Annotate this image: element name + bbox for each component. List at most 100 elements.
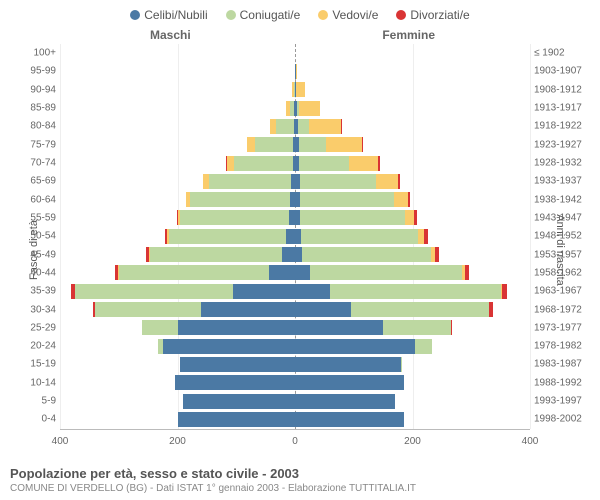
legend-swatch <box>396 10 406 20</box>
bar-segment <box>183 394 295 409</box>
bar-segment <box>408 192 410 207</box>
female-bar <box>295 192 530 207</box>
age-row: 55-591943-1947 <box>60 209 530 227</box>
bar-segment <box>169 229 287 244</box>
bar-segment <box>300 174 376 189</box>
bar-segment <box>142 320 177 335</box>
male-bar <box>60 46 295 61</box>
age-label: 85-89 <box>18 103 56 114</box>
bar-segment <box>302 247 431 262</box>
bar-segment <box>119 265 269 280</box>
age-label: 25-29 <box>18 322 56 333</box>
age-row: 65-691933-1937 <box>60 172 530 190</box>
male-bar <box>60 357 295 372</box>
legend-swatch <box>318 10 328 20</box>
age-row: 95-991903-1907 <box>60 62 530 80</box>
age-row: 35-391963-1967 <box>60 282 530 300</box>
bar-segment <box>349 156 378 171</box>
x-tick: 400 <box>522 436 539 447</box>
age-label: 65-69 <box>18 176 56 187</box>
bar-segment <box>465 265 470 280</box>
age-row: 0-41998-2002 <box>60 410 530 428</box>
age-label: 80-84 <box>18 121 56 132</box>
male-bar <box>60 229 295 244</box>
age-label: 50-54 <box>18 231 56 242</box>
legend-item: Celibi/Nubili <box>130 8 207 22</box>
female-bar <box>295 247 530 262</box>
age-label: 100+ <box>18 48 56 59</box>
male-bar <box>60 137 295 152</box>
age-row: 30-341968-1972 <box>60 300 530 318</box>
female-bar <box>295 284 530 299</box>
bar-segment <box>95 302 201 317</box>
bar-segment <box>424 229 428 244</box>
bar-segment <box>295 412 404 427</box>
birth-year-label: 1973-1977 <box>534 322 592 333</box>
age-row: 85-891913-1917 <box>60 99 530 117</box>
birth-year-label: 1978-1982 <box>534 341 592 352</box>
male-bar <box>60 339 295 354</box>
chart-subtitle: COMUNE DI VERDELLO (BG) - Dati ISTAT 1° … <box>10 483 590 494</box>
male-bar <box>60 174 295 189</box>
male-bar <box>60 394 295 409</box>
birth-year-label: 1988-1992 <box>534 377 592 388</box>
legend: Celibi/Nubili Coniugati/e Vedovi/e Divor… <box>0 0 600 28</box>
female-bar <box>295 394 530 409</box>
male-bar <box>60 247 295 262</box>
age-label: 75-79 <box>18 139 56 150</box>
bar-segment <box>295 357 401 372</box>
age-row: 100+≤ 1902 <box>60 44 530 62</box>
age-row: 25-291973-1977 <box>60 319 530 337</box>
age-label: 90-94 <box>18 84 56 95</box>
age-label: 70-74 <box>18 158 56 169</box>
birth-year-label: 1948-1952 <box>534 231 592 242</box>
male-bar <box>60 82 295 97</box>
male-label: Maschi <box>150 28 191 42</box>
bar-segment <box>295 247 302 262</box>
bar-segment <box>295 320 383 335</box>
male-bar <box>60 192 295 207</box>
x-tick: 400 <box>52 436 69 447</box>
bar-segment <box>175 375 295 390</box>
bar-segment <box>451 320 452 335</box>
age-label: 20-24 <box>18 341 56 352</box>
legend-swatch <box>226 10 236 20</box>
female-bar <box>295 156 530 171</box>
bar-segment <box>376 174 398 189</box>
age-row: 90-941908-1912 <box>60 81 530 99</box>
bar-segment <box>190 192 290 207</box>
male-bar <box>60 375 295 390</box>
bar-segment <box>414 210 417 225</box>
bar-segment <box>341 119 342 134</box>
female-label: Femmine <box>382 28 435 42</box>
male-bar <box>60 265 295 280</box>
male-bar <box>60 101 295 116</box>
male-bar <box>60 156 295 171</box>
bar-segment <box>298 119 309 134</box>
female-bar <box>295 82 530 97</box>
bar-segment <box>247 137 255 152</box>
bar-segment <box>330 284 500 299</box>
x-tick: 200 <box>169 436 186 447</box>
bar-segment <box>178 412 296 427</box>
age-label: 10-14 <box>18 377 56 388</box>
bar-segment <box>75 284 234 299</box>
bar-segment <box>299 156 349 171</box>
bar-segment <box>295 284 330 299</box>
age-row: 5-91993-1997 <box>60 392 530 410</box>
bar-segment <box>300 210 406 225</box>
birth-year-label: 1903-1907 <box>534 66 592 77</box>
age-row: 75-791923-1927 <box>60 136 530 154</box>
legend-item: Vedovi/e <box>318 8 378 22</box>
bar-segment <box>295 339 415 354</box>
male-bar <box>60 64 295 79</box>
birth-year-label: 1913-1917 <box>534 103 592 114</box>
bar-segment <box>282 247 295 262</box>
male-bar <box>60 320 295 335</box>
bar-segment <box>415 339 431 354</box>
bar-segment <box>295 394 395 409</box>
bar-segment <box>299 137 325 152</box>
bar-segment <box>269 265 295 280</box>
age-label: 0-4 <box>18 414 56 425</box>
bar-segment <box>209 174 291 189</box>
